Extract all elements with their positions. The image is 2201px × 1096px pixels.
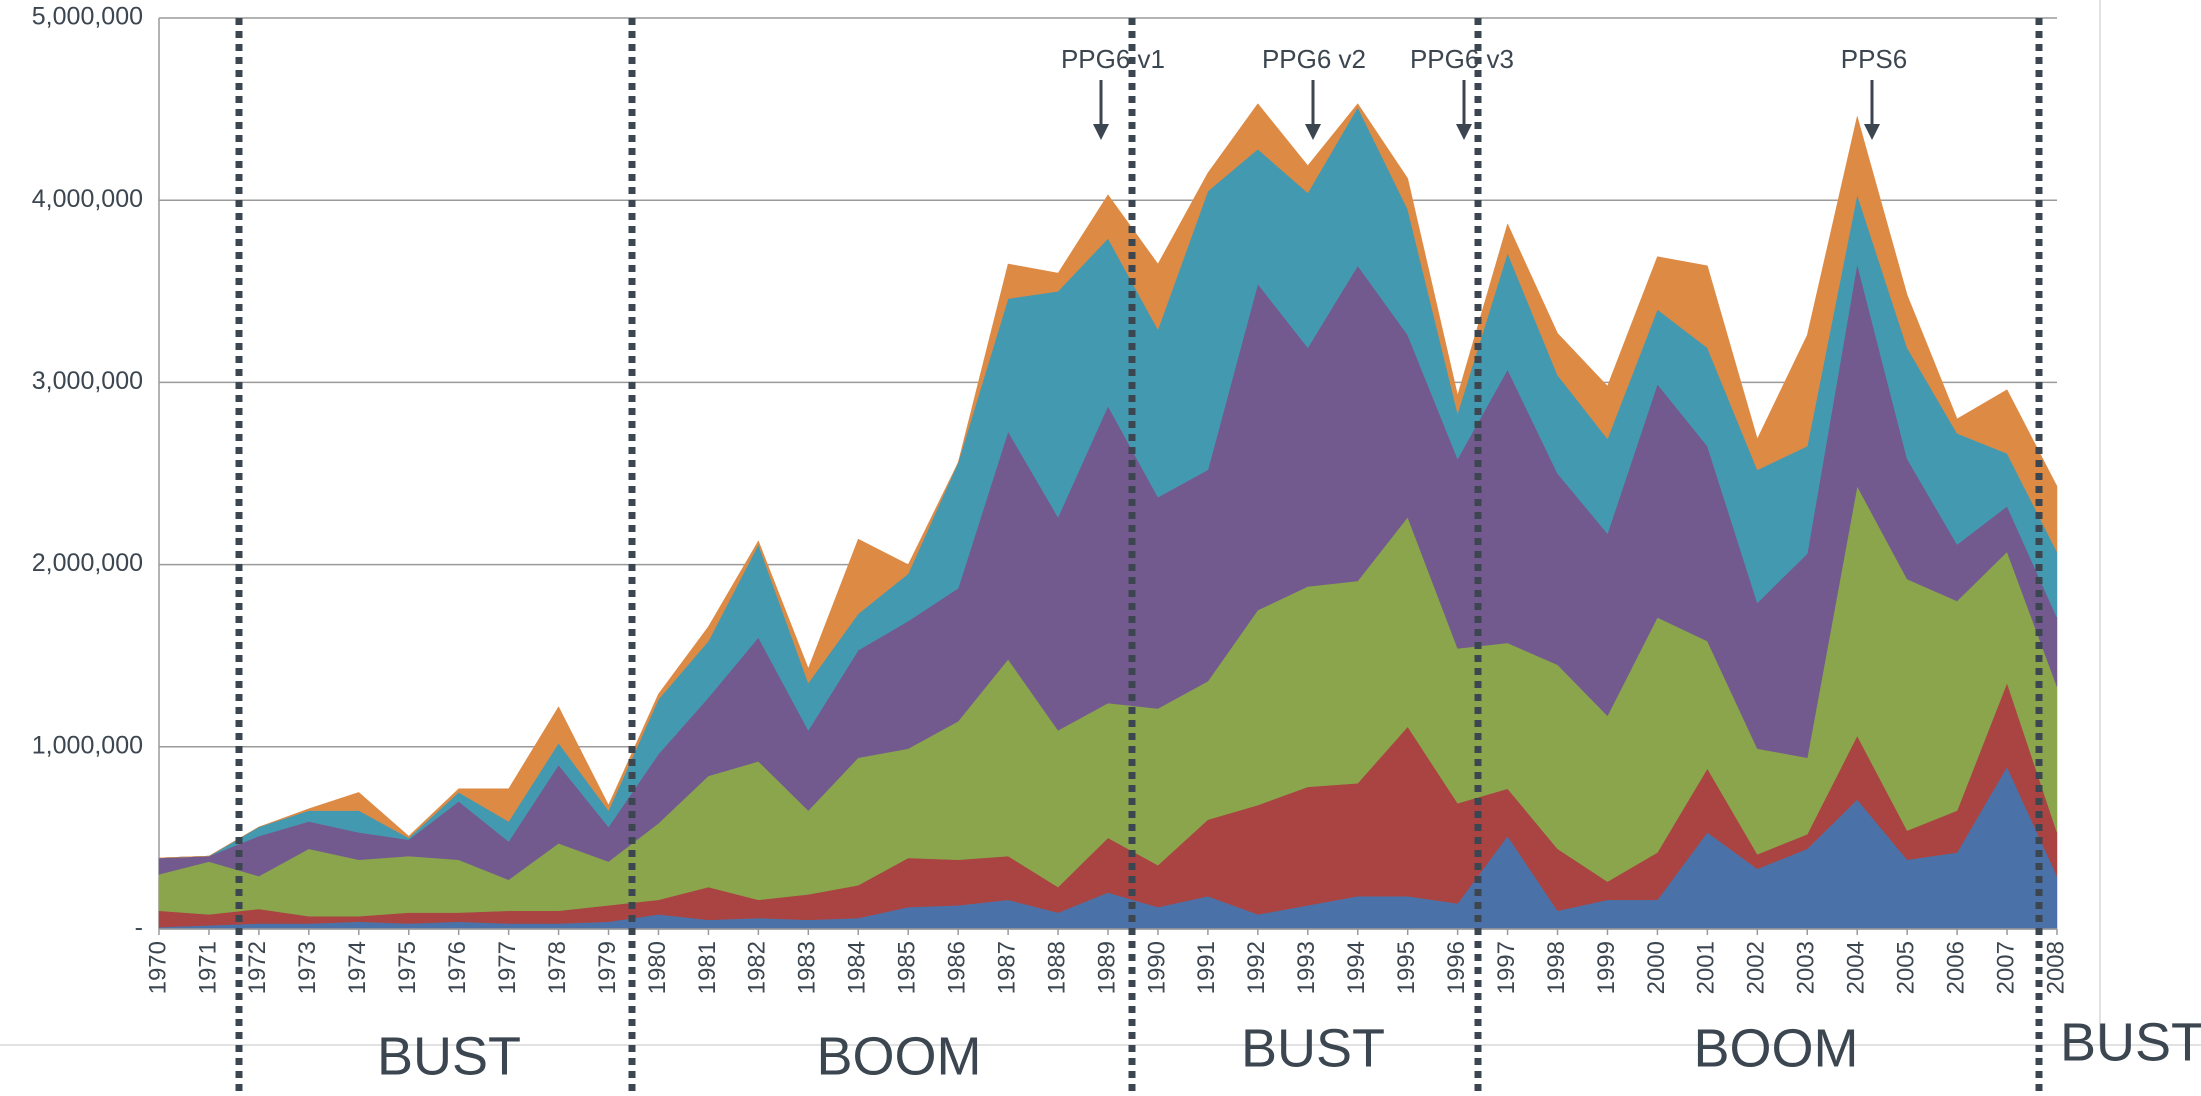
x-tick-label: 2004 [1843,941,1870,994]
phase-label: BUST [1241,1018,1385,1078]
y-tick-label: 2,000,000 [32,549,143,577]
annotation: PPS6 [1841,44,1908,74]
x-tick-label: 2001 [1693,941,1720,994]
x-tick-label: 1988 [1043,941,1070,994]
area [158,103,2058,859]
phase-label: BOOM [1693,1018,1858,1078]
x-tick-label: 1976 [444,941,471,994]
annotation-arrowhead [1456,124,1472,140]
x-tick-label: 1989 [1093,941,1120,994]
x-tick-label: 1981 [694,941,721,994]
x-tick-label: 1983 [794,941,821,994]
y-tick-label: 3,000,000 [32,367,143,395]
x-tick-label: 1996 [1443,941,1470,994]
x-tick-label: 1980 [644,941,671,994]
x-tick-label: 1992 [1243,941,1270,994]
x-tick-label: 1982 [744,941,771,994]
y-tick-label: 4,000,000 [32,185,143,213]
x-tick-label: 1986 [944,941,971,994]
annotation-arrowhead [1864,124,1880,140]
phase-label: BUST [377,1026,521,1086]
x-tick-label: 1997 [1493,941,1520,994]
annotation: PPG6 v3 [1410,44,1514,74]
x-tick-label: 2003 [1793,941,1820,994]
x-tick-label: 1974 [344,941,371,994]
x-tick-label: 2006 [1942,941,1969,994]
x-tick-label: 2002 [1743,941,1770,994]
x-tick-label: 2008 [2042,941,2069,994]
phase-label: BOOM [816,1026,981,1086]
y-tick-label: 1,000,000 [32,731,143,759]
annotation-arrowhead [1093,124,1109,140]
x-tick-label: 1977 [494,941,521,994]
annotation: PPG6 v2 [1262,44,1366,74]
x-tick-label: 1973 [294,941,321,994]
y-tick-label: 5,000,000 [32,3,143,31]
x-tick-label: 1991 [1193,941,1220,994]
x-tick-label: 2007 [1992,941,2019,994]
x-tick-label: 1987 [993,941,1020,994]
x-tick-label: 1993 [1293,941,1320,994]
annotation: PPG6 v1 [1061,44,1165,74]
x-tick-label: 2000 [1643,941,1670,994]
x-tick-label: 1970 [144,941,171,994]
x-tick-label: 1990 [1143,941,1170,994]
y-tick-label: - [135,914,143,942]
x-tick-label: 1975 [394,941,421,994]
x-tick-label: 1971 [194,941,221,994]
x-tick-label: 1995 [1393,941,1420,994]
x-tick-label: 1994 [1343,941,1370,994]
annotation-arrowhead [1305,124,1321,140]
x-tick-label: 1985 [894,941,921,994]
x-tick-label: 2005 [1893,941,1920,994]
x-tick-label: 1984 [844,941,871,994]
x-tick-label: 1979 [594,941,621,994]
x-tick-label: 1998 [1543,941,1570,994]
phase-label: BUST [2060,1012,2201,1072]
x-tick-label: 1999 [1593,941,1620,994]
x-tick-label: 1972 [244,941,271,994]
x-tick-label: 1978 [544,941,571,994]
